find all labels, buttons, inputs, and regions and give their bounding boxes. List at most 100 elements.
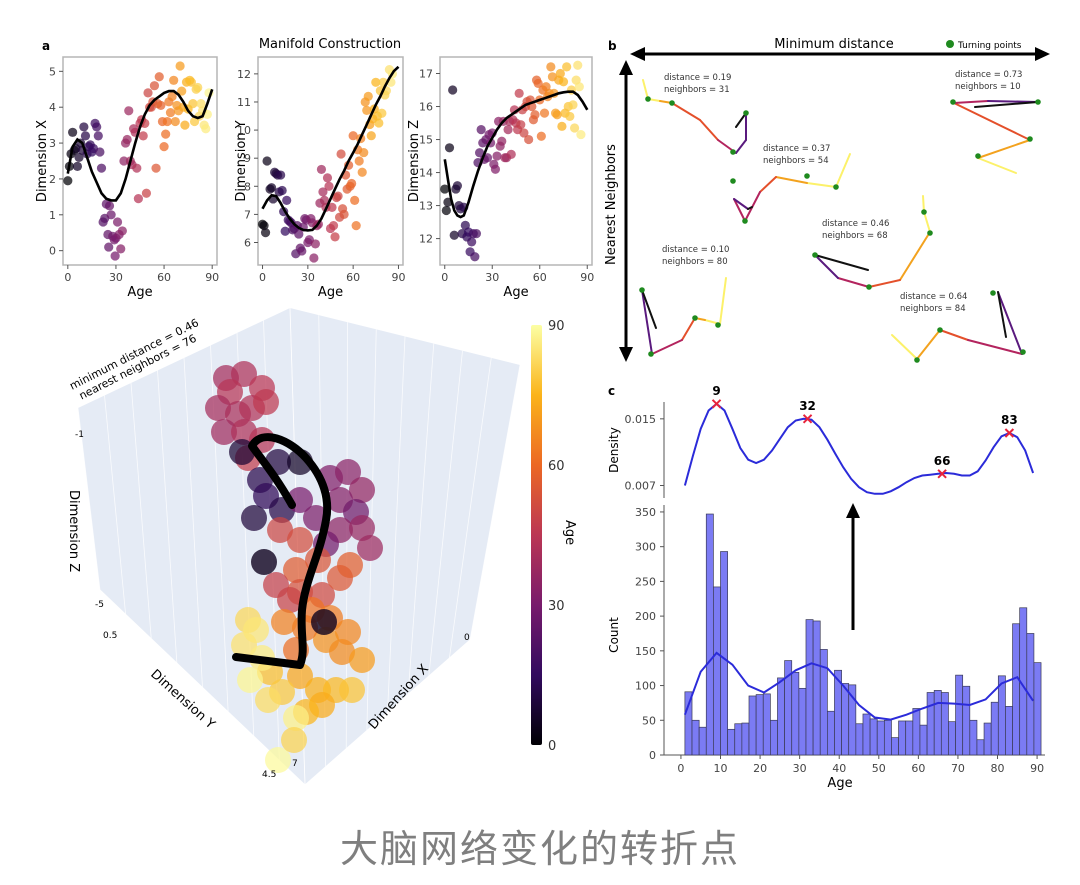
- y-tick-label: 200: [635, 610, 656, 623]
- grid-line: [469, 364, 521, 641]
- data-point: [552, 110, 562, 120]
- turning-point-marker: [742, 218, 748, 224]
- data-point: [79, 122, 89, 132]
- parameter-curve-1: distance = 0.37 neighbors = 54: [730, 144, 851, 224]
- data-point: [490, 164, 501, 174]
- histogram-bar: [791, 672, 800, 756]
- histogram-bar: [855, 723, 864, 756]
- histogram-bar: [912, 708, 921, 756]
- data-point: [327, 202, 337, 212]
- data-point: [95, 147, 105, 157]
- data-point: [104, 201, 115, 211]
- curve-segment: [747, 206, 753, 210]
- histogram-bar: [805, 619, 814, 756]
- data-point: [154, 72, 164, 82]
- histogram-bar: [1005, 706, 1013, 756]
- x-tick-label: 60: [533, 271, 547, 284]
- data-point: [514, 88, 524, 98]
- curve-segment: [997, 291, 1023, 355]
- peak-x-marker: [1004, 428, 1015, 438]
- turning-point-marker: [833, 184, 839, 190]
- y-tick-label: 17: [419, 68, 433, 81]
- data-point: [350, 195, 360, 205]
- curve-segment: [974, 101, 1039, 108]
- turning-point-marker: [921, 209, 927, 215]
- data-point: [316, 164, 327, 175]
- data-point: [72, 161, 83, 171]
- x-axis-label: Age: [827, 776, 852, 791]
- curve-segment: [735, 112, 747, 128]
- y-tick-label: 150: [635, 645, 656, 658]
- data-point: [260, 228, 271, 238]
- curve-segment: [835, 153, 851, 188]
- curve-distance-label: distance = 0.64: [900, 292, 967, 302]
- y-axis-label: Density: [607, 427, 621, 473]
- data-point: [138, 131, 148, 141]
- curve-distance-label: distance = 0.46: [822, 219, 889, 229]
- x-tick-label: 0: [64, 271, 71, 284]
- x-tick-end: 7: [292, 759, 298, 769]
- data-point: [112, 217, 123, 227]
- data-point: [151, 163, 161, 173]
- data-point: [80, 131, 91, 141]
- histogram-bar: [919, 724, 928, 756]
- fit-curve: [261, 65, 400, 232]
- colorbar-label: Age: [562, 520, 577, 545]
- data-point: [555, 68, 565, 79]
- histogram-bar: [777, 677, 785, 756]
- grid-line: [157, 370, 178, 664]
- data-point: [363, 91, 373, 101]
- x-tick-label: 60: [157, 271, 171, 284]
- y-tick-label: 4: [49, 101, 56, 114]
- histogram-bar: [876, 720, 885, 756]
- data-point: [267, 517, 293, 543]
- arrow-up-icon: [846, 503, 860, 518]
- curve-segment: [671, 102, 701, 121]
- histogram-bar: [698, 726, 707, 756]
- histogram-bar: [862, 713, 871, 756]
- data-point: [497, 136, 507, 146]
- y-axis-label: Dimension Z: [407, 120, 422, 202]
- data-point: [440, 184, 450, 194]
- histogram-bar: [976, 739, 985, 756]
- data-point: [348, 131, 358, 141]
- nearest-neighbors-axis-label: Nearest Neighbors: [604, 144, 619, 265]
- turning-point-marker: [648, 351, 654, 357]
- data-point: [297, 246, 307, 256]
- y-tick-label: 15: [419, 134, 433, 147]
- turning-point-marker: [730, 178, 736, 184]
- grid-line: [428, 350, 463, 677]
- data-point: [241, 505, 267, 531]
- density-curve: [683, 402, 1035, 495]
- y-tick-label: 16: [419, 101, 433, 114]
- data-point: [92, 122, 102, 132]
- y-tick-label: 0: [649, 749, 656, 762]
- x-tick-label: 60: [911, 762, 925, 775]
- data-point: [156, 100, 166, 111]
- histogram-bar: [940, 692, 949, 756]
- curve-segment: [699, 119, 719, 141]
- grid-line: [448, 357, 492, 659]
- data-point: [322, 173, 333, 183]
- histogram-bar: [898, 720, 907, 756]
- data-point: [336, 149, 346, 159]
- floor-edge: [304, 639, 471, 786]
- curve-segment: [642, 79, 649, 100]
- data-point: [243, 617, 269, 643]
- turning-point-marker: [990, 290, 996, 296]
- data-point: [492, 151, 502, 161]
- curve-distance-label: distance = 0.73: [955, 70, 1022, 80]
- data-point: [471, 229, 482, 239]
- x-tick-label: 70: [951, 762, 965, 775]
- histogram-bar: [727, 728, 736, 756]
- histogram-bar: [883, 719, 892, 756]
- density-chart: 0.007 0.015 Density 9 32 66 83: [607, 384, 1035, 498]
- y-tick-label: 12: [419, 233, 433, 246]
- grid-line: [183, 357, 203, 688]
- data-point: [271, 609, 297, 635]
- y-axis-label: Count: [607, 617, 621, 653]
- data-point: [283, 557, 309, 583]
- x-tick-label: 30: [485, 271, 499, 284]
- curve-segment: [891, 334, 918, 360]
